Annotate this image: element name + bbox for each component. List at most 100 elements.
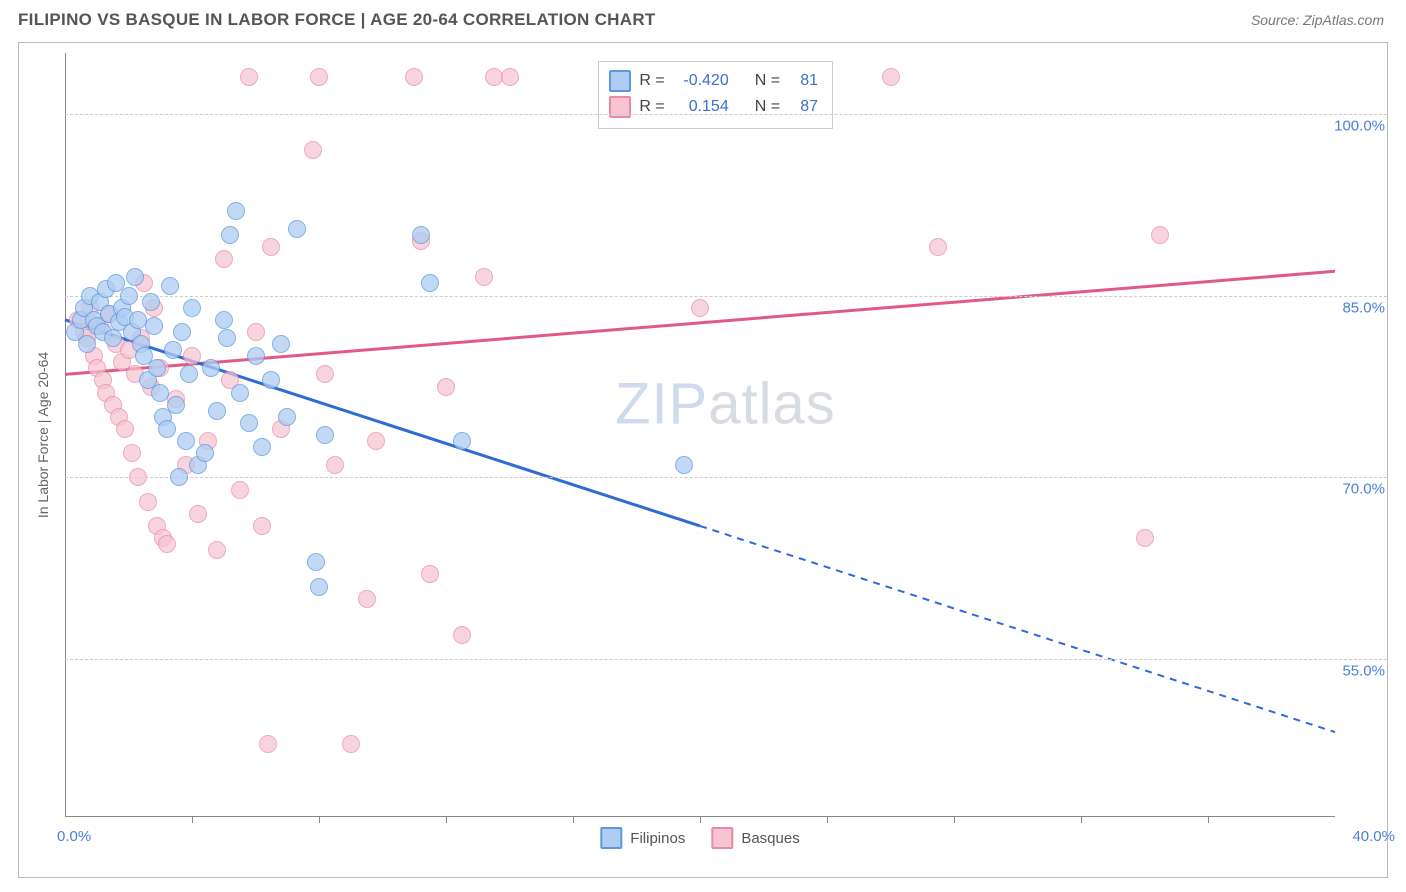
- x-tick: [1208, 817, 1209, 823]
- scatter-point-filipinos: [173, 323, 191, 341]
- scatter-point-filipinos: [288, 220, 306, 238]
- scatter-point-filipinos: [453, 432, 471, 450]
- legend-swatch-filipinos: [600, 827, 622, 849]
- scatter-point-filipinos: [227, 202, 245, 220]
- legend-swatch-basques: [711, 827, 733, 849]
- chart-title: FILIPINO VS BASQUE IN LABOR FORCE | AGE …: [18, 10, 656, 30]
- scatter-point-basques: [253, 517, 271, 535]
- scatter-point-filipinos: [215, 311, 233, 329]
- scatter-point-basques: [139, 493, 157, 511]
- source-text: Source: ZipAtlas.com: [1251, 12, 1384, 28]
- scatter-point-basques: [405, 68, 423, 86]
- stats-swatch-filipinos: [609, 70, 631, 92]
- scatter-point-filipinos: [240, 414, 258, 432]
- scatter-point-basques: [929, 238, 947, 256]
- scatter-point-filipinos: [177, 432, 195, 450]
- scatter-point-basques: [358, 590, 376, 608]
- scatter-point-basques: [475, 268, 493, 286]
- scatter-point-filipinos: [126, 268, 144, 286]
- scatter-point-basques: [437, 378, 455, 396]
- legend-label: Basques: [741, 830, 799, 847]
- x-tick: [192, 817, 193, 823]
- scatter-point-basques: [262, 238, 280, 256]
- scatter-point-filipinos: [262, 371, 280, 389]
- scatter-point-basques: [215, 250, 233, 268]
- scatter-point-filipinos: [151, 384, 169, 402]
- scatter-point-basques: [129, 468, 147, 486]
- y-axis-label: In Labor Force | Age 20-64: [35, 352, 51, 518]
- scatter-point-filipinos: [196, 444, 214, 462]
- plot-area: In Labor Force | Age 20-64 0.0% 40.0% ZI…: [65, 53, 1335, 817]
- legend-label: Filipinos: [630, 830, 685, 847]
- scatter-point-basques: [183, 347, 201, 365]
- correlation-stats-box: R = -0.420 N = 81 R =0.154N =87: [598, 61, 833, 129]
- y-tick-label: 55.0%: [1342, 663, 1385, 680]
- scatter-point-basques: [158, 535, 176, 553]
- scatter-point-basques: [1151, 226, 1169, 244]
- x-axis-max-label: 40.0%: [1352, 828, 1395, 845]
- x-tick: [446, 817, 447, 823]
- x-tick: [954, 817, 955, 823]
- scatter-point-filipinos: [167, 396, 185, 414]
- scatter-point-filipinos: [231, 384, 249, 402]
- gridline-h: [65, 114, 1387, 115]
- scatter-point-basques: [304, 141, 322, 159]
- scatter-point-basques: [208, 541, 226, 559]
- gridline-h: [65, 477, 1387, 478]
- x-tick: [827, 817, 828, 823]
- x-tick: [1081, 817, 1082, 823]
- scatter-point-basques: [231, 481, 249, 499]
- scatter-point-filipinos: [307, 553, 325, 571]
- y-tick-label: 100.0%: [1334, 117, 1385, 134]
- legend-item-filipinos: Filipinos: [600, 827, 685, 849]
- scatter-point-filipinos: [218, 329, 236, 347]
- scatter-point-filipinos: [202, 359, 220, 377]
- scatter-point-filipinos: [272, 335, 290, 353]
- scatter-point-filipinos: [310, 578, 328, 596]
- scatter-point-basques: [342, 735, 360, 753]
- gridline-h: [65, 296, 1387, 297]
- scatter-point-filipinos: [164, 341, 182, 359]
- scatter-point-basques: [189, 505, 207, 523]
- scatter-point-filipinos: [183, 299, 201, 317]
- stats-r-label: R =: [639, 72, 664, 90]
- scatter-point-filipinos: [253, 438, 271, 456]
- scatter-point-filipinos: [208, 402, 226, 420]
- scatter-point-basques: [326, 456, 344, 474]
- scatter-point-filipinos: [278, 408, 296, 426]
- scatter-point-filipinos: [120, 287, 138, 305]
- stats-n-value: 81: [788, 72, 818, 90]
- y-tick-label: 85.0%: [1342, 299, 1385, 316]
- x-tick: [319, 817, 320, 823]
- scatter-point-filipinos: [247, 347, 265, 365]
- y-tick-label: 70.0%: [1342, 481, 1385, 498]
- scatter-point-filipinos: [675, 456, 693, 474]
- x-tick: [573, 817, 574, 823]
- scatter-point-basques: [882, 68, 900, 86]
- scatter-point-filipinos: [148, 359, 166, 377]
- scatter-point-basques: [367, 432, 385, 450]
- stats-r-value: -0.420: [673, 72, 729, 90]
- scatter-point-filipinos: [161, 277, 179, 295]
- stats-n-label: N =: [755, 72, 780, 90]
- scatter-point-basques: [240, 68, 258, 86]
- scatter-point-basques: [259, 735, 277, 753]
- scatter-point-filipinos: [221, 226, 239, 244]
- scatter-point-basques: [421, 565, 439, 583]
- scatter-point-filipinos: [316, 426, 334, 444]
- scatter-point-filipinos: [421, 274, 439, 292]
- scatter-point-filipinos: [180, 365, 198, 383]
- scatter-point-basques: [453, 626, 471, 644]
- stats-row-basques: R =0.154N =87: [609, 94, 818, 120]
- legend-item-basques: Basques: [711, 827, 799, 849]
- scatter-point-basques: [501, 68, 519, 86]
- legend-bottom: Filipinos Basques: [600, 827, 799, 849]
- scatter-point-basques: [316, 365, 334, 383]
- trend-lines: [65, 53, 1335, 817]
- stats-swatch-basques: [609, 96, 631, 118]
- scatter-point-basques: [691, 299, 709, 317]
- x-tick: [700, 817, 701, 823]
- scatter-point-filipinos: [78, 335, 96, 353]
- x-axis-min-label: 0.0%: [57, 828, 91, 845]
- scatter-point-filipinos: [145, 317, 163, 335]
